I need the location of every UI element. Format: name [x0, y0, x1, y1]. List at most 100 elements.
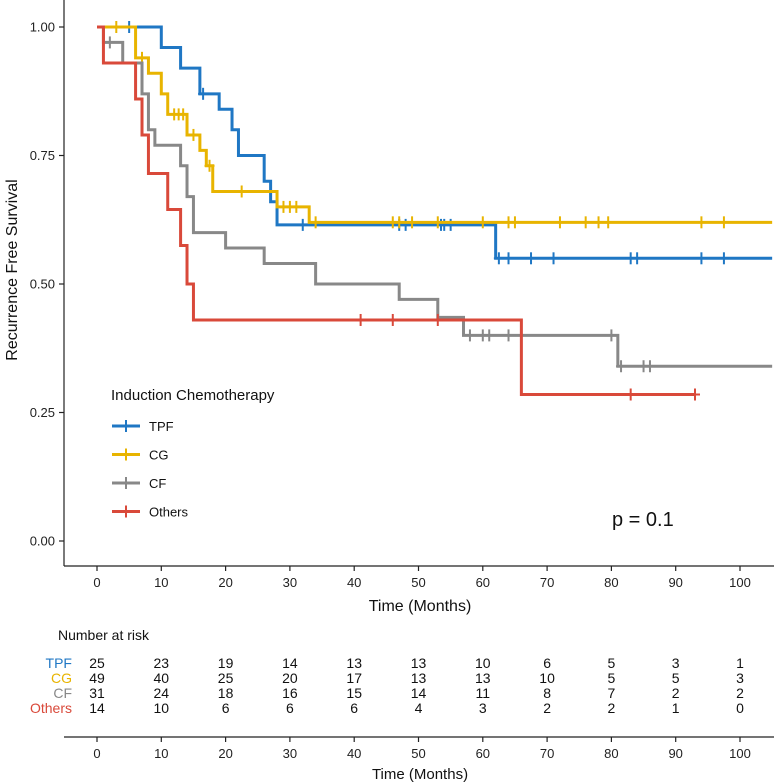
risk-cell: 13 [411, 670, 427, 686]
x-tick-label: 30 [283, 575, 297, 590]
risk-cell: 5 [608, 655, 616, 671]
legend-title: Induction Chemotherapy [111, 387, 275, 404]
legend-item-cg: CG [112, 448, 169, 463]
risk-cell: 25 [218, 670, 234, 686]
legend-label: CF [149, 476, 166, 491]
risk-cell: 17 [346, 670, 362, 686]
risk-x-tick-label: 0 [93, 746, 100, 761]
risk-cell: 5 [608, 670, 616, 686]
risk-cell: 13 [411, 655, 427, 671]
risk-cell: 6 [543, 655, 551, 671]
risk-cell: 14 [89, 700, 105, 716]
risk-cell: 1 [736, 655, 744, 671]
risk-x-tick-label: 90 [668, 746, 682, 761]
survival-plot: 0.00 0.25 0.50 0.75 1.00 0 10 20 30 40 50 60 70 80 90… [4, 0, 774, 615]
risk-cell: 11 [476, 685, 491, 701]
legend-label: CG [149, 448, 169, 463]
legend-item-cf: CF [112, 476, 166, 491]
risk-cell: 40 [154, 670, 170, 686]
x-tick-label: 60 [476, 575, 490, 590]
survival-curves [97, 21, 773, 401]
risk-cell: 25 [89, 655, 105, 671]
x-tick-label: 40 [347, 575, 361, 590]
risk-cell: 8 [543, 685, 551, 701]
risk-x-tick-label: 40 [347, 746, 361, 761]
risk-cell: 24 [154, 685, 170, 701]
risk-cell: 2 [608, 700, 616, 716]
p-value-annotation: p = 0.1 [612, 509, 674, 531]
risk-cell: 2 [736, 685, 744, 701]
y-tick-label: 0.25 [30, 405, 55, 420]
risk-cell: 0 [736, 700, 744, 716]
risk-row-name: Others [30, 700, 72, 716]
y-tick-label: 0.50 [30, 277, 55, 292]
risk-cell: 15 [346, 685, 362, 701]
risk-cell: 3 [736, 670, 744, 686]
risk-cell: 14 [282, 655, 298, 671]
risk-cell: 6 [286, 700, 294, 716]
risk-row-tpf: TPF 25 23 19 14 13 13 10 6 5 3 1 [46, 655, 745, 671]
x-tick-label: 50 [411, 575, 425, 590]
y-tick-label: 0.75 [30, 148, 55, 163]
risk-x-tick-label: 80 [604, 746, 618, 761]
risk-cell: 10 [539, 670, 555, 686]
x-axis-label: Time (Months) [369, 598, 472, 615]
series-cg [97, 21, 773, 229]
risk-cell: 10 [475, 655, 491, 671]
risk-cell: 6 [350, 700, 358, 716]
series-others [97, 25, 700, 401]
risk-cell: 3 [479, 700, 487, 716]
risk-x-tick-label: 100 [729, 746, 751, 761]
risk-cell: 14 [411, 685, 427, 701]
risk-x-tick-label: 70 [540, 746, 554, 761]
risk-cell: 49 [89, 670, 105, 686]
risk-table-title: Number at risk [58, 627, 150, 643]
risk-cell: 16 [282, 685, 298, 701]
risk-cell: 20 [282, 670, 298, 686]
risk-x-tick-label: 20 [218, 746, 232, 761]
risk-x-axis-label: Time (Months) [372, 766, 468, 783]
risk-cell: 19 [218, 655, 234, 671]
x-ticks: 0 10 20 30 40 50 60 70 80 90 100 [93, 566, 751, 590]
risk-row-name: CF [53, 685, 72, 701]
risk-cell: 4 [415, 700, 423, 716]
risk-cell: 3 [672, 655, 680, 671]
x-tick-label: 80 [604, 575, 618, 590]
risk-row-cf: CF 31 24 18 16 15 14 11 8 7 2 2 [53, 685, 744, 701]
x-tick-label: 70 [540, 575, 554, 590]
risk-cell: 2 [672, 685, 680, 701]
risk-row-name: CG [51, 670, 72, 686]
legend-label: Others [149, 505, 189, 520]
survival-line-tpf [97, 25, 773, 260]
legend-item-others: Others [112, 505, 189, 520]
x-tick-label: 20 [218, 575, 232, 590]
x-tick-label: 10 [154, 575, 168, 590]
y-axis-label: Recurrence Free Survival [4, 179, 21, 360]
survival-line-cg [97, 25, 773, 224]
risk-cell: 7 [608, 685, 616, 701]
risk-cell: 13 [475, 670, 491, 686]
risk-x-tick-label: 10 [154, 746, 168, 761]
risk-table: Number at risk TPF 25 23 19 14 13 13 10 6 5 3 1CG 49… [30, 627, 774, 783]
risk-x-ticks: 0 10 20 30 40 50 60 70 80 90 100 [93, 737, 751, 761]
risk-cell: 2 [543, 700, 551, 716]
legend: Induction Chemotherapy TPF CG CF Others [111, 387, 275, 520]
legend-label: TPF [149, 419, 174, 434]
x-tick-label: 0 [93, 575, 100, 590]
risk-row-name: TPF [46, 655, 72, 671]
survival-line-others [97, 25, 695, 397]
risk-cell: 10 [154, 700, 170, 716]
risk-cell: 23 [154, 655, 170, 671]
legend-item-tpf: TPF [112, 419, 174, 434]
risk-cell: 18 [218, 685, 234, 701]
series-tpf [97, 21, 773, 265]
risk-x-tick-label: 30 [283, 746, 297, 761]
risk-cell: 1 [672, 700, 680, 716]
y-tick-label: 1.00 [30, 20, 55, 35]
y-tick-label: 0.00 [30, 534, 55, 549]
risk-cell: 13 [346, 655, 362, 671]
x-tick-label: 90 [668, 575, 682, 590]
risk-cell: 31 [89, 685, 105, 701]
risk-x-tick-label: 50 [411, 746, 425, 761]
